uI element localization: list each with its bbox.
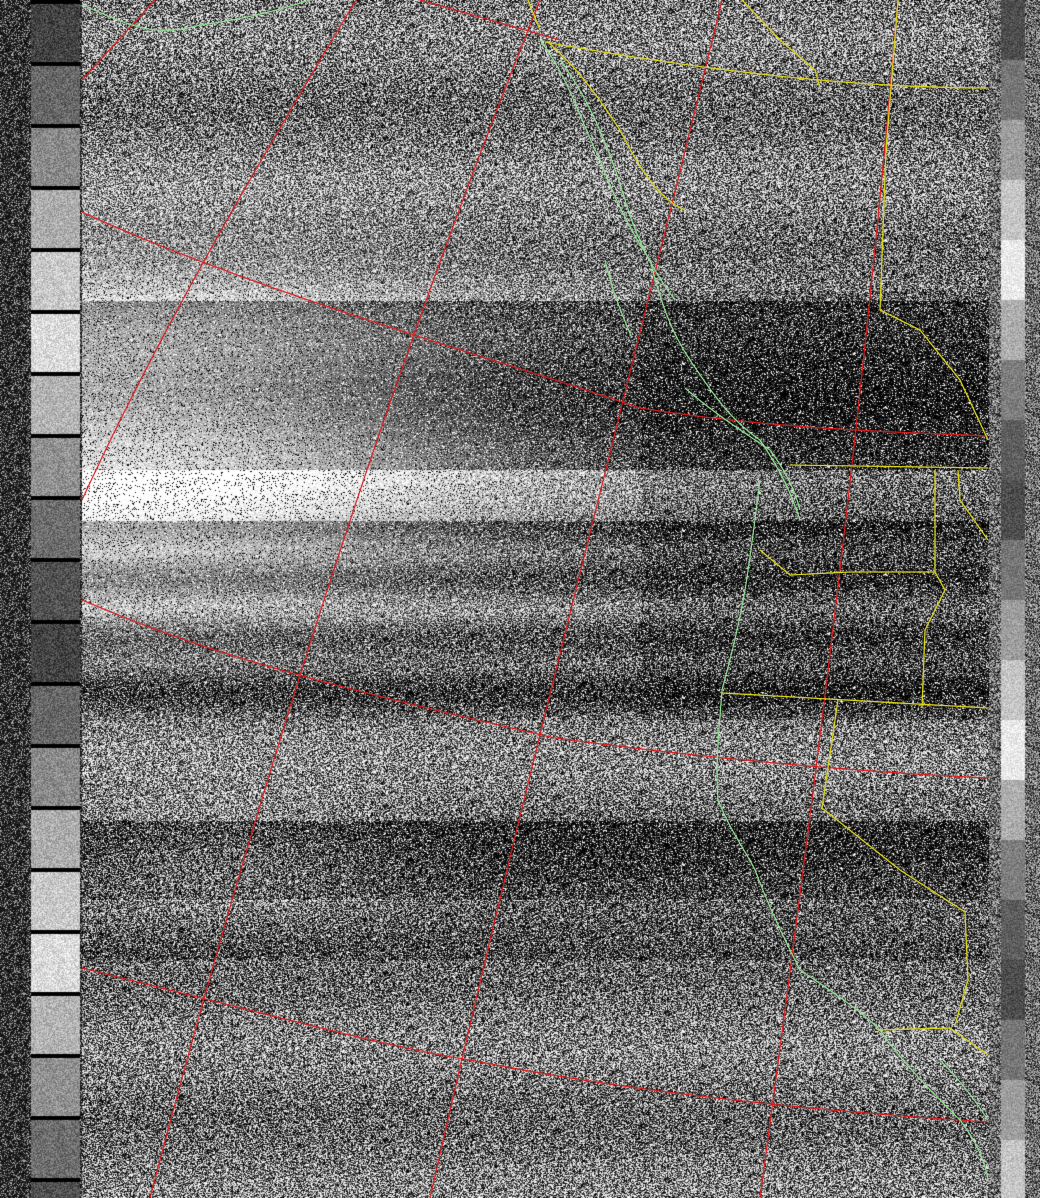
apt-noise-raster [0,0,1040,1198]
satellite-image [0,0,1040,1198]
